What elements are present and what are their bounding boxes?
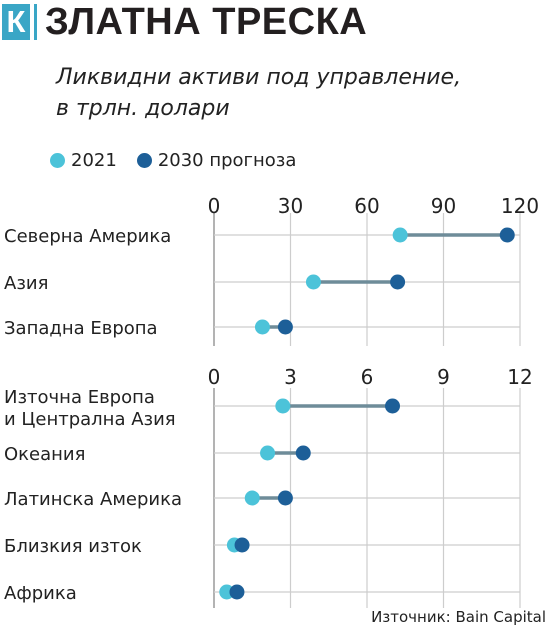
legend-label-2021: 2021 [71, 150, 117, 171]
legend-item-2030: 2030 прогноза [136, 150, 297, 171]
point-2030-1-0 [385, 398, 400, 414]
category-label-1-3: Близкия изток [4, 536, 142, 557]
point-2030-1-1 [295, 445, 311, 461]
category-label-1-4: Африка [4, 583, 77, 604]
point-2021-1-2 [244, 490, 260, 506]
point-2021-0-0 [392, 227, 408, 243]
tick-label-0-2: 60 [354, 194, 379, 218]
point-2030-1-4 [229, 584, 245, 600]
point-2030-1-2 [277, 490, 293, 506]
point-2021-0-1 [305, 274, 321, 290]
tick-label-1-4: 12 [507, 365, 532, 389]
point-2030-1-3 [234, 537, 250, 553]
brand-name: ЗЛАТНА ТРЕСКА [45, 1, 368, 43]
category-label-1-0-1: и Централна Азия [4, 409, 176, 430]
point-2021-1-0 [275, 398, 291, 414]
tick-label-1-1: 3 [284, 365, 297, 389]
category-label-1-2: Латинска Америка [4, 489, 182, 510]
legend-label-2030: 2030 прогноза [157, 150, 297, 171]
point-2030-0-2 [277, 319, 293, 335]
point-2030-0-1 [390, 274, 406, 290]
tick-label-0-3: 90 [431, 194, 456, 218]
header: К ЗЛАТНА ТРЕСКА [0, 0, 367, 44]
chart-title: Ликвидни активи под управление, в трлн. … [56, 62, 461, 124]
legend-item-2021: 2021 [50, 150, 117, 171]
legend-marker-2021 [50, 153, 65, 168]
brand-letter: К [6, 4, 26, 39]
legend-marker-2030 [136, 153, 152, 168]
tick-label-1-2: 6 [361, 365, 374, 389]
legend: 2021 2030 прогноза [50, 150, 316, 171]
category-label-0-0: Северна Америка [4, 226, 171, 247]
category-label-0-2: Западна Европа [4, 318, 158, 339]
point-2030-0-0 [499, 227, 515, 243]
category-label-0-1: Азия [4, 273, 48, 294]
tick-label-0-0: 0 [208, 194, 221, 218]
source-note: Източник: Bain Capital [371, 608, 546, 626]
category-label-1-1: Океания [4, 444, 85, 465]
tick-label-1-0: 0 [208, 365, 221, 389]
chart-title-line-1: Ликвидни активи под управление, [56, 65, 462, 90]
brand-divider [34, 4, 37, 40]
tick-label-1-3: 9 [437, 365, 450, 389]
tick-label-0-1: 30 [278, 194, 303, 218]
category-label-1-0-0: Източна Европа [4, 387, 155, 408]
point-2021-0-2 [254, 319, 270, 335]
brand-logo: К [2, 4, 30, 40]
chart-title-line-2: в трлн. долари [56, 96, 230, 121]
point-2021-1-1 [260, 445, 276, 461]
tick-label-0-4: 120 [501, 194, 539, 218]
